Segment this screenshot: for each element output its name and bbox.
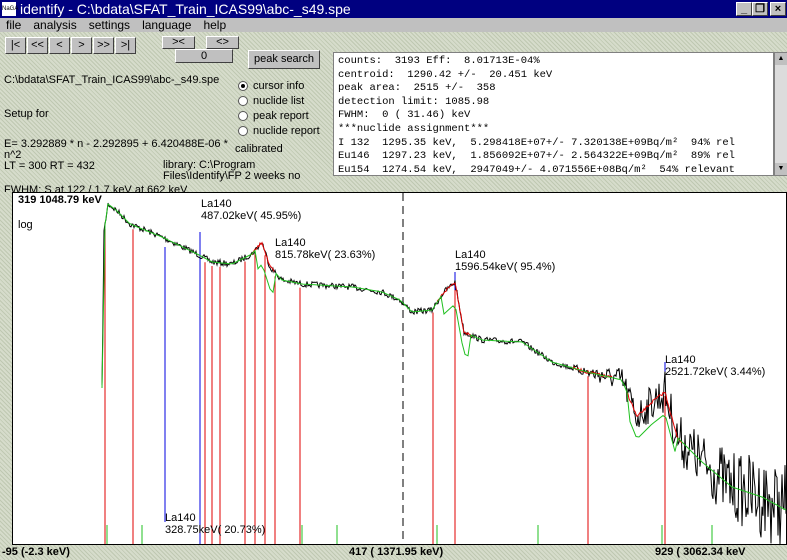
radio-option[interactable]: cursor info (238, 80, 304, 92)
menu-item[interactable]: file (6, 18, 22, 32)
file-path: C:\bdata\SFAT_Train_ICAS99\abc-_s49.spe (4, 74, 220, 86)
live-real-time: LT = 300 RT = 432 (4, 160, 95, 172)
maximize-button[interactable]: ❐ (752, 2, 768, 16)
plot-frame (12, 192, 787, 545)
zoom-in-button[interactable]: >< (162, 36, 195, 49)
radio-label: peak report (253, 110, 309, 122)
radio-option[interactable]: nuclide list (238, 95, 304, 107)
report-line: peak area: 2515 +/- 358 (338, 82, 496, 95)
cursor-readout: 319 1048.79 keV (18, 194, 102, 206)
report-line: FWHM: 0 ( 31.46) keV (338, 109, 471, 122)
zoom-field[interactable]: 0 (175, 49, 233, 63)
nav-button[interactable]: >> (93, 37, 114, 54)
scale-label: log (18, 219, 33, 231)
peak-nuclide: La140 (201, 198, 232, 210)
nav-button[interactable]: |< (5, 37, 26, 54)
menu-item[interactable]: help (203, 18, 227, 32)
nav-button[interactable]: >| (115, 37, 136, 54)
report-box: counts: 3193 Eff: 8.01713E-04% centroid: … (333, 52, 774, 176)
report-line: detection limit: 1085.98 (338, 95, 490, 108)
title-bar: NaGA identify - C:\bdata\SFAT_Train_ICAS… (0, 0, 787, 18)
setup-label: Setup for (4, 108, 49, 120)
radio-button[interactable] (238, 111, 248, 122)
menu-item[interactable]: language (142, 18, 192, 32)
radio-label: cursor info (253, 80, 305, 92)
radio-option[interactable]: nuclide report (238, 125, 320, 137)
peak-nuclide: La140 (665, 354, 696, 366)
zoom-out-button[interactable]: <> (206, 36, 239, 49)
peak-nuclide: La140 (165, 512, 196, 524)
status-right: 929 ( 3062.34 keV (655, 546, 746, 558)
radio-label: nuclide report (253, 125, 320, 137)
peak-energy: 815.78keV( 23.63%) (275, 249, 375, 261)
menu-item[interactable]: analysis (33, 18, 77, 32)
calibration-equation: E= 3.292889 * n - 2.292895 + 6.420488E-0… (4, 138, 228, 161)
scrollbar[interactable]: ▲ ▼ (774, 52, 787, 176)
report-line: I 132 1295.35 keV, 5.298418E+07+/- 7.320… (338, 136, 735, 149)
menu-bar: file analysis settings language help (0, 18, 787, 32)
radio-button[interactable] (238, 126, 248, 137)
report-line: ***nuclide assignment*** (338, 122, 490, 135)
radio-button[interactable] (238, 81, 248, 92)
peak-fit (251, 241, 683, 444)
status-left: -95 (-2.3 keV) (2, 546, 70, 558)
minimize-button[interactable]: _ (736, 2, 752, 16)
peak-nuclide: La140 (455, 249, 486, 261)
status-center: 417 ( 1371.95 keV) (349, 546, 444, 558)
nav-button[interactable]: > (71, 37, 92, 54)
radio-button[interactable] (238, 96, 248, 107)
peak-energy: 487.02keV( 45.95%) (201, 210, 301, 222)
peak-energy: 2521.72keV( 3.44%) (665, 366, 765, 378)
report-line: Eu154 1274.54 keV, 2947049+/- 4.071556E+… (338, 163, 735, 176)
nav-button[interactable]: < (49, 37, 70, 54)
peak-energy: 328.75keV( 20.73%) (165, 524, 265, 536)
peak-search-button[interactable]: peak search (248, 50, 320, 69)
app-icon: NaGA (2, 2, 18, 16)
menu-item[interactable]: settings (88, 18, 131, 32)
report-line: centroid: 1290.42 +/- 20.451 keV (338, 68, 553, 81)
peak-energy: 1596.54keV( 95.4%) (455, 261, 555, 273)
report-line: counts: 3193 Eff: 8.01713E-04% (338, 55, 540, 67)
calibrated-label: calibrated (235, 143, 283, 155)
radio-option[interactable]: peak report (238, 110, 309, 122)
peak-nuclide: La140 (275, 237, 306, 249)
radio-label: nuclide list (253, 95, 305, 107)
report-line: Eu146 1297.23 keV, 1.856092E+07+/- 2.564… (338, 150, 735, 163)
library-path: library: C:\Program Files\Identify\FP 2 … (163, 159, 301, 182)
nav-button[interactable]: << (27, 37, 48, 54)
fwhm-label: FWHM: S at 122 / 1.7 keV at 662 keV (4, 184, 188, 192)
baseline-fit (101, 203, 787, 511)
window-title: identify - C:\bdata\SFAT_Train_ICAS99\ab… (20, 1, 351, 17)
close-button[interactable]: × (770, 2, 786, 16)
